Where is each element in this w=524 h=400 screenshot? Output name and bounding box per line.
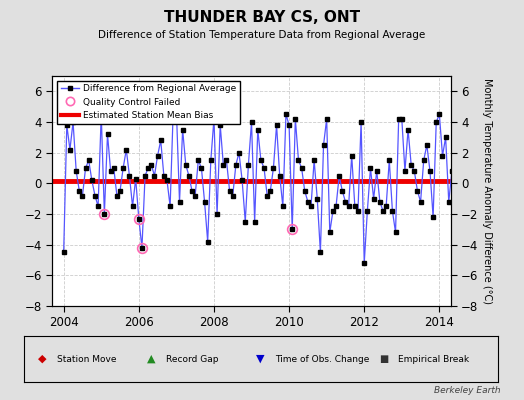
Text: ▲: ▲ [147, 354, 156, 364]
Text: ◆: ◆ [38, 354, 47, 364]
Text: Difference of Station Temperature Data from Regional Average: Difference of Station Temperature Data f… [99, 30, 425, 40]
Text: Station Move: Station Move [57, 354, 116, 364]
Text: ▼: ▼ [256, 354, 265, 364]
Legend: Difference from Regional Average, Quality Control Failed, Estimated Station Mean: Difference from Regional Average, Qualit… [57, 80, 240, 124]
Text: Empirical Break: Empirical Break [398, 354, 470, 364]
Y-axis label: Monthly Temperature Anomaly Difference (°C): Monthly Temperature Anomaly Difference (… [482, 78, 493, 304]
Text: THUNDER BAY CS, ONT: THUNDER BAY CS, ONT [164, 10, 360, 25]
Text: Berkeley Earth: Berkeley Earth [434, 386, 500, 395]
Text: Time of Obs. Change: Time of Obs. Change [275, 354, 369, 364]
Text: ■: ■ [379, 354, 389, 364]
Text: Record Gap: Record Gap [166, 354, 219, 364]
